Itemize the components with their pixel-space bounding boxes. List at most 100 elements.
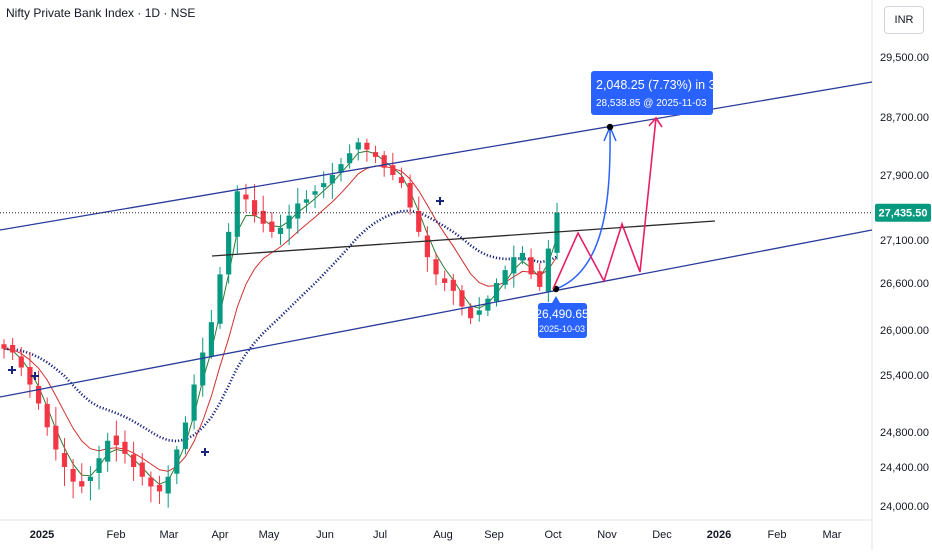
candle — [372, 145, 379, 164]
candle-body — [165, 476, 171, 494]
candle-body — [234, 191, 240, 237]
candle-body — [364, 142, 370, 150]
last-price-badge[interactable] — [875, 203, 931, 222]
candle-body — [105, 440, 111, 462]
candle — [528, 248, 534, 280]
candle — [113, 420, 119, 462]
y-tick-label: 27,900.00 — [880, 170, 929, 182]
projection-end-point[interactable] — [606, 123, 614, 131]
x-tick-label: 2026 — [707, 529, 731, 541]
candle-body — [131, 454, 137, 467]
candle — [321, 171, 327, 199]
candle-body — [545, 248, 551, 292]
candle-body — [96, 458, 102, 473]
projection-curve[interactable] — [555, 126, 611, 290]
x-tick-label: Jun — [316, 529, 334, 541]
channel-lower-line[interactable] — [0, 229, 873, 398]
candle — [105, 432, 111, 472]
candle-body — [87, 476, 94, 481]
cross-marker — [436, 197, 444, 205]
candle-body — [502, 270, 508, 285]
price-axis[interactable]: 29,500.00 28,700.00 27,900.00 27,100.00 26,6… — [880, 52, 929, 513]
candle — [433, 252, 439, 286]
candle — [18, 347, 24, 377]
candle-body — [347, 153, 353, 164]
candle — [295, 188, 301, 234]
x-tick-label: Jul — [373, 529, 387, 541]
candle-body — [519, 252, 526, 261]
candle — [459, 285, 465, 316]
candle-body — [476, 310, 482, 315]
candles — [1, 137, 560, 508]
candle-body — [27, 366, 33, 385]
candle-body — [459, 290, 465, 307]
candle-body — [537, 271, 543, 287]
candle-body — [485, 298, 491, 311]
x-tick-label: Oct — [544, 529, 561, 541]
candle-body — [554, 212, 560, 253]
candle-body — [424, 235, 430, 258]
candle — [148, 471, 154, 503]
x-tick-label: Mar — [160, 529, 179, 541]
candle — [338, 157, 344, 182]
candle — [87, 466, 94, 501]
time-axis[interactable]: 2025 Feb Mar Apr May Jun Jul Aug Sep Oct Nov Dec 202… — [30, 529, 842, 541]
symbol-title[interactable]: Nifty Private Bank Index · 1D · NSE — [6, 6, 196, 20]
candle — [407, 174, 413, 215]
candle — [286, 204, 292, 245]
candle-body — [312, 191, 318, 195]
candle — [79, 463, 85, 494]
candle — [217, 267, 223, 329]
candle — [442, 270, 448, 292]
candle-body — [511, 257, 517, 274]
candle-body — [321, 183, 327, 188]
candle-body — [277, 227, 284, 234]
channel-upper-line[interactable] — [0, 81, 873, 231]
candle-body — [61, 453, 68, 467]
annotation-labels[interactable]: 2,048.25 (7.73%) in 31d 28,538.85 @ 2025-… — [535, 71, 931, 338]
candle — [27, 352, 33, 398]
candle — [269, 212, 275, 238]
candle-body — [200, 352, 206, 386]
candle — [200, 337, 206, 397]
candle — [182, 416, 189, 455]
y-tick-label: 24,000.00 — [880, 501, 929, 513]
candle-body — [1, 344, 7, 349]
x-tick-label: Mar — [823, 529, 842, 541]
candle — [165, 465, 171, 508]
y-tick-label: 29,500.00 — [880, 52, 929, 64]
origin-callout[interactable] — [538, 303, 587, 338]
candle — [35, 370, 42, 410]
x-tick-label: Feb — [107, 529, 126, 541]
last-price-value: 27,435.50 — [879, 208, 928, 220]
zigzag-projection[interactable] — [552, 117, 657, 290]
candle — [226, 223, 232, 284]
target-callout[interactable] — [591, 71, 713, 115]
candle-body — [44, 404, 50, 428]
drawings[interactable] — [0, 81, 873, 456]
currency-selector[interactable]: INR — [884, 6, 924, 34]
x-tick-label: Apr — [211, 529, 228, 541]
candle-body — [303, 199, 310, 203]
candle — [234, 185, 240, 254]
candle — [476, 297, 482, 322]
candle — [502, 265, 508, 289]
candle — [251, 184, 258, 223]
candle — [53, 406, 59, 461]
candle — [398, 167, 405, 188]
candle-body — [251, 200, 258, 216]
candle-body — [226, 231, 232, 275]
candle — [485, 295, 491, 316]
y-tick-label: 26,000.00 — [880, 325, 929, 337]
candle-body — [113, 435, 119, 446]
candle-body — [433, 259, 439, 275]
neckline[interactable] — [211, 220, 716, 257]
candle — [44, 397, 50, 436]
candle-body — [269, 221, 275, 232]
candle-body — [338, 164, 344, 173]
x-tick-label: May — [259, 529, 280, 541]
candle-body — [243, 194, 249, 200]
y-tick-label: 25,400.00 — [880, 370, 929, 382]
